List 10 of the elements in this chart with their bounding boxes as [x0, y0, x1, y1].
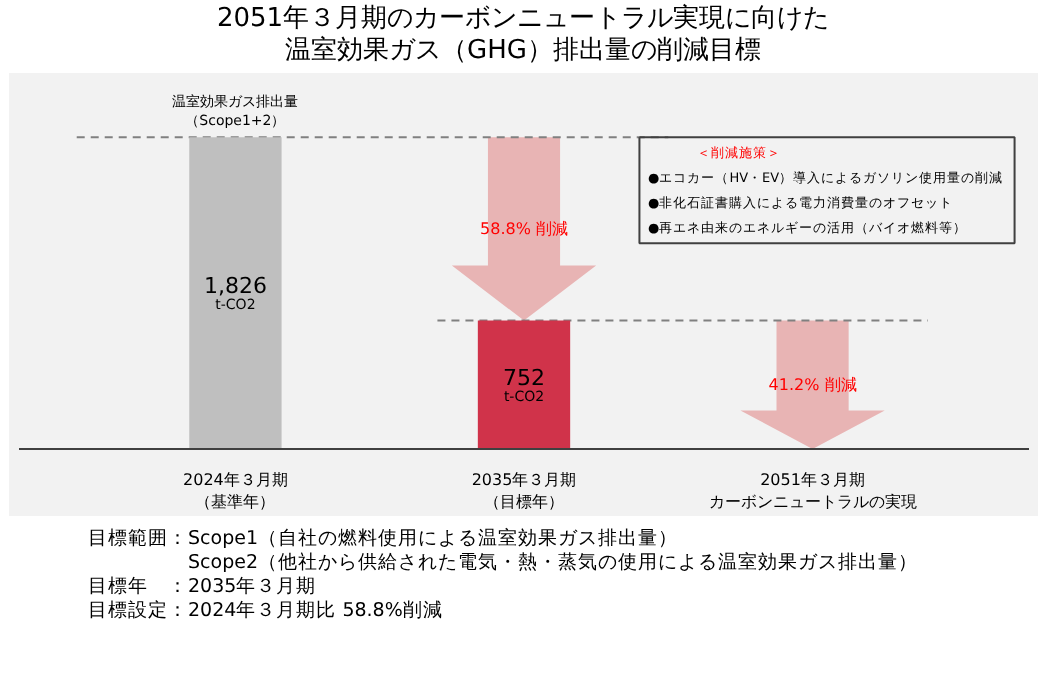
x-tick-label: 2051年３月期カーボンニュートラルの実現 [708, 471, 917, 511]
x-tick-label: 2035年３月期（目標年） [471, 471, 577, 511]
annotation: 58.8% 削減 [480, 219, 568, 238]
text: 目標設定：2024年３月期比 58.8%削減 [88, 600, 443, 622]
text: Scope2（他社から供給された電気・熱・蒸気の使用による温室効果ガス排出量） [188, 552, 918, 574]
annotation: 41.2% 削減 [768, 375, 857, 394]
x-tick-label: 2024年３月期（基準年） [183, 471, 288, 511]
chart-title: 2051年３月期のカーボンニュートラル実現に向けた温室効果ガス（GHG）排出量の削減目標 [214, 4, 832, 68]
text: 目標年 ：2035年３月期 [88, 576, 317, 598]
text: 目標範囲：Scope1（自社の燃料使用による温室効果ガス排出量） [88, 528, 678, 550]
